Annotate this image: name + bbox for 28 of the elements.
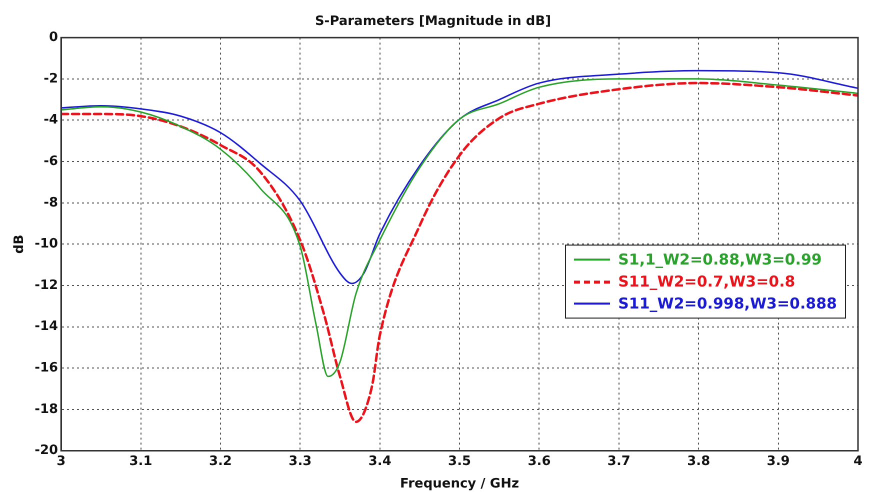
y-tick-label: -10: [34, 236, 58, 252]
x-tick-label: 4: [853, 454, 863, 469]
x-tick-label: 3.1: [129, 454, 152, 469]
y-axis-title: dB: [12, 234, 28, 254]
x-tick-label: 3.2: [208, 454, 232, 469]
y-tick-label: -4: [44, 112, 58, 128]
y-tick-label: 0: [49, 30, 58, 45]
y-tick-label: -20: [34, 443, 58, 458]
x-tick-label: 3: [56, 454, 66, 469]
x-tick-label: 3.4: [368, 454, 392, 469]
legend-label: S1,1_W2=0.88,W3=0.99: [618, 250, 822, 269]
x-tick-label: 3.8: [687, 454, 710, 469]
y-tick-label: -6: [44, 154, 58, 169]
y-tick-label: -18: [34, 402, 58, 417]
x-tick-label: 3.9: [766, 454, 790, 469]
x-axis-title: Frequency / GHz: [400, 476, 520, 492]
x-tick-label: 3.3: [288, 454, 312, 469]
chart-title: S-Parameters [Magnitude in dB]: [314, 14, 552, 30]
legend-label: S11_W2=0.998,W3=0.888: [618, 294, 837, 313]
y-tick-label: -8: [44, 195, 58, 210]
y-tick-label: -12: [34, 278, 58, 293]
y-tick-label: -14: [34, 319, 58, 334]
y-tick-label: -2: [44, 71, 58, 86]
legend-label: S11_W2=0.7,W3=0.8: [618, 272, 796, 291]
x-tick-label: 3.5: [448, 454, 472, 469]
x-tick-label: 3.6: [528, 454, 551, 469]
x-tick-label: 3.7: [607, 454, 630, 469]
y-tick-label: -16: [34, 360, 58, 376]
